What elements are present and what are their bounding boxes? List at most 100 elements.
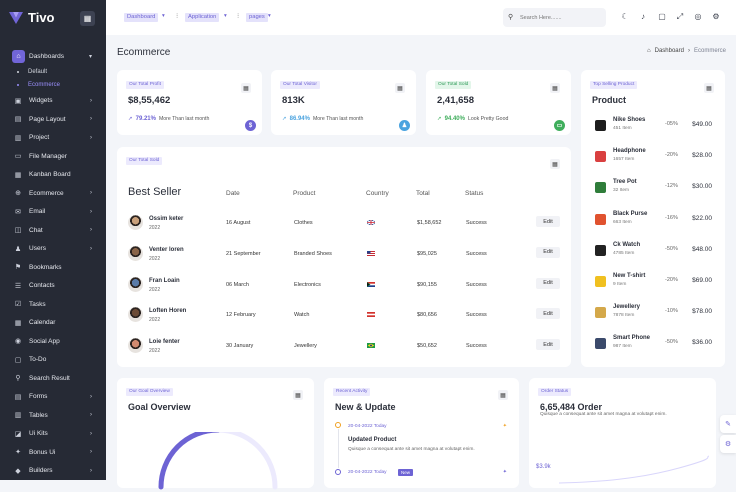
sidebar-item-forms[interactable]: ▤ Forms ›: [0, 388, 106, 407]
best-seller-card: Our Total Sold ▦: [117, 147, 571, 367]
stat-chip[interactable]: Our Total Visitor: [280, 81, 320, 89]
sidebar-item-builders[interactable]: ◆ Builders ›: [0, 462, 106, 481]
sidebar-item-bonus-ui[interactable]: ✦ Bonus Ui ›: [0, 443, 106, 462]
trend-up-icon: ➚: [437, 116, 442, 122]
edit-button[interactable]: Edit: [536, 216, 560, 227]
trend-percent: 79.21%: [135, 116, 156, 122]
sidebar-item-chat[interactable]: ◫ Chat ›: [0, 221, 106, 240]
product-name: Tree Pot: [613, 179, 637, 186]
settings-icon[interactable]: ⚙: [712, 12, 720, 21]
order-total: $80,656: [417, 312, 437, 319]
more-menu-icon[interactable]: ▦: [293, 390, 303, 400]
topbar-link-dashboard[interactable]: Dashboard: [124, 13, 159, 22]
order-desc: Quisque a consequat ante sit amet magna …: [540, 412, 667, 417]
sidebar-item-email[interactable]: ✉ Email ›: [0, 203, 106, 222]
product-item[interactable]: New T-shirt 9 Item -20% $69.00: [592, 273, 716, 304]
product-thumbnail: [595, 182, 606, 194]
product-item[interactable]: Tree Pot 32 Item -12% $30.00: [592, 179, 716, 210]
stat-chip[interactable]: Our Total Profit: [126, 81, 164, 89]
sidebar-item-dashboards[interactable]: ⌂ Dashboards ▾: [0, 47, 106, 66]
more-menu-icon[interactable]: ▦: [704, 83, 714, 93]
seller-year: 2022: [149, 348, 161, 355]
order-status: Success: [466, 250, 487, 257]
product-item[interactable]: Headphone 1657 Item -20% $28.00: [592, 148, 716, 179]
grid-menu-icon[interactable]: ▦: [80, 11, 95, 26]
social-icon: ◉: [14, 338, 22, 346]
product-item[interactable]: Nike Shoes 451 Item -05% $49.00: [592, 117, 716, 148]
sidebar-item-label: Contacts: [29, 282, 55, 290]
product-thumbnail: [595, 151, 606, 163]
trend-percent: 94.40%: [444, 116, 465, 122]
sidebar-subitem-default[interactable]: Default: [0, 66, 106, 79]
sidebar-item-page-layout[interactable]: ▤ Page Layout ›: [0, 110, 106, 129]
fullscreen-icon[interactable]: ⤢: [676, 12, 684, 21]
sidebar-item-tables[interactable]: ▥ Tables ›: [0, 406, 106, 425]
product-name: Nike Shoes: [613, 117, 646, 123]
breadcrumb: ⌂ Dashboard › Ecommerce: [647, 48, 726, 54]
avatar: [128, 215, 143, 230]
product-item[interactable]: Jewellery 7878 Item -10% $78.00: [592, 304, 716, 335]
edit-button[interactable]: Edit: [536, 339, 560, 351]
sidebar-item-calendar[interactable]: ▦ Calendar: [0, 314, 106, 333]
customizer-button[interactable]: ✎: [720, 415, 736, 433]
bell-icon[interactable]: ♪: [641, 12, 645, 21]
breadcrumb-separator: ›: [687, 48, 690, 54]
goal-chip[interactable]: Our Goal Overview: [126, 388, 173, 396]
sidebar-item-search-result[interactable]: ⚲ Search Result: [0, 369, 106, 388]
sidebar-item-kanban-board[interactable]: ▦ Kanban Board: [0, 166, 106, 185]
top-products-chip[interactable]: Top Selling Product: [590, 81, 638, 89]
stat-chip[interactable]: Our Total Sold: [435, 81, 472, 89]
table-row: Loften Horen 2022 12 February Watch $80,656 S…: [128, 303, 568, 333]
more-menu-icon[interactable]: ▦: [550, 83, 560, 93]
product-item[interactable]: Ck Watch 4785 Item -50% $48.00: [592, 242, 716, 273]
breadcrumb-dashboard[interactable]: Dashboard: [654, 48, 684, 54]
sidebar-item-bookmarks[interactable]: ⚑ Bookmarks: [0, 258, 106, 277]
sidebar-item-label: To-Do: [29, 356, 47, 364]
seller-year: 2022: [149, 317, 161, 324]
topbar-link-application[interactable]: Application: [185, 13, 220, 22]
sidebar-item-file-manager[interactable]: ▭ File Manager: [0, 147, 106, 166]
product-name: Headphone: [613, 148, 646, 155]
seller-year: 2022: [149, 255, 161, 262]
more-menu-icon[interactable]: ▦: [395, 83, 405, 93]
activity-title: Updated Product: [348, 437, 397, 443]
search-icon: ⚲: [508, 14, 514, 21]
sidebar-subitem-label: Default: [28, 69, 48, 75]
moon-icon[interactable]: ☾: [621, 12, 629, 21]
sidebar-item-project[interactable]: ▥ Project ›: [0, 129, 106, 148]
settings-gear-button[interactable]: ⚙: [720, 435, 736, 453]
message-icon[interactable]: ▢: [658, 12, 666, 21]
product-price: $78.00: [692, 308, 712, 316]
more-menu-icon[interactable]: ▦: [498, 390, 508, 400]
best-seller-chip[interactable]: Our Total Sold: [126, 157, 163, 165]
forms-icon: ▤: [14, 393, 22, 401]
language-icon[interactable]: ◎: [694, 12, 702, 21]
logo[interactable]: Tivo: [8, 9, 55, 25]
recent-chip[interactable]: Recent Activity: [333, 388, 371, 396]
sidebar-item-to-do[interactable]: ▢ To-Do: [0, 351, 106, 370]
order-chip[interactable]: Order Status: [538, 388, 572, 396]
product-item[interactable]: Smart Phone 987 Item -50% $36.00: [592, 335, 716, 366]
edit-button[interactable]: Edit: [536, 277, 560, 289]
edit-button[interactable]: Edit: [536, 246, 560, 258]
bonus-icon: ✦: [15, 449, 21, 457]
widgets-icon: ▣: [14, 97, 22, 105]
topbar-link-pages[interactable]: pages: [246, 13, 268, 22]
home-icon[interactable]: ⌂: [647, 48, 651, 54]
sidebar-item-ecommerce[interactable]: ⊕ Ecommerce ›: [0, 184, 106, 203]
sidebar-item-users[interactable]: ♟ Users ›: [0, 240, 106, 259]
product-item[interactable]: Black Purse 663 Item -16% $22.00: [592, 211, 716, 242]
product-name: Watch: [294, 312, 310, 319]
more-menu-icon[interactable]: ▦: [241, 83, 251, 93]
sidebar-item-ui-kits[interactable]: ◪ Ui Kits ›: [0, 425, 106, 444]
sidebar-item-widgets[interactable]: ▣ Widgets ›: [0, 92, 106, 111]
sidebar-item-label: Users: [29, 245, 46, 253]
sidebar-item-tasks[interactable]: ☑ Tasks: [0, 295, 106, 314]
trend-up-icon: ➚: [282, 116, 287, 122]
more-menu-icon[interactable]: ▦: [550, 159, 560, 169]
edit-button[interactable]: Edit: [536, 308, 560, 320]
sidebar-subitem-ecommerce[interactable]: Ecommerce: [0, 79, 106, 92]
sidebar-item-social-app[interactable]: ◉ Social App: [0, 332, 106, 351]
search-input[interactable]: [520, 12, 600, 23]
sidebar-item-contacts[interactable]: ☰ Contacts: [0, 277, 106, 296]
